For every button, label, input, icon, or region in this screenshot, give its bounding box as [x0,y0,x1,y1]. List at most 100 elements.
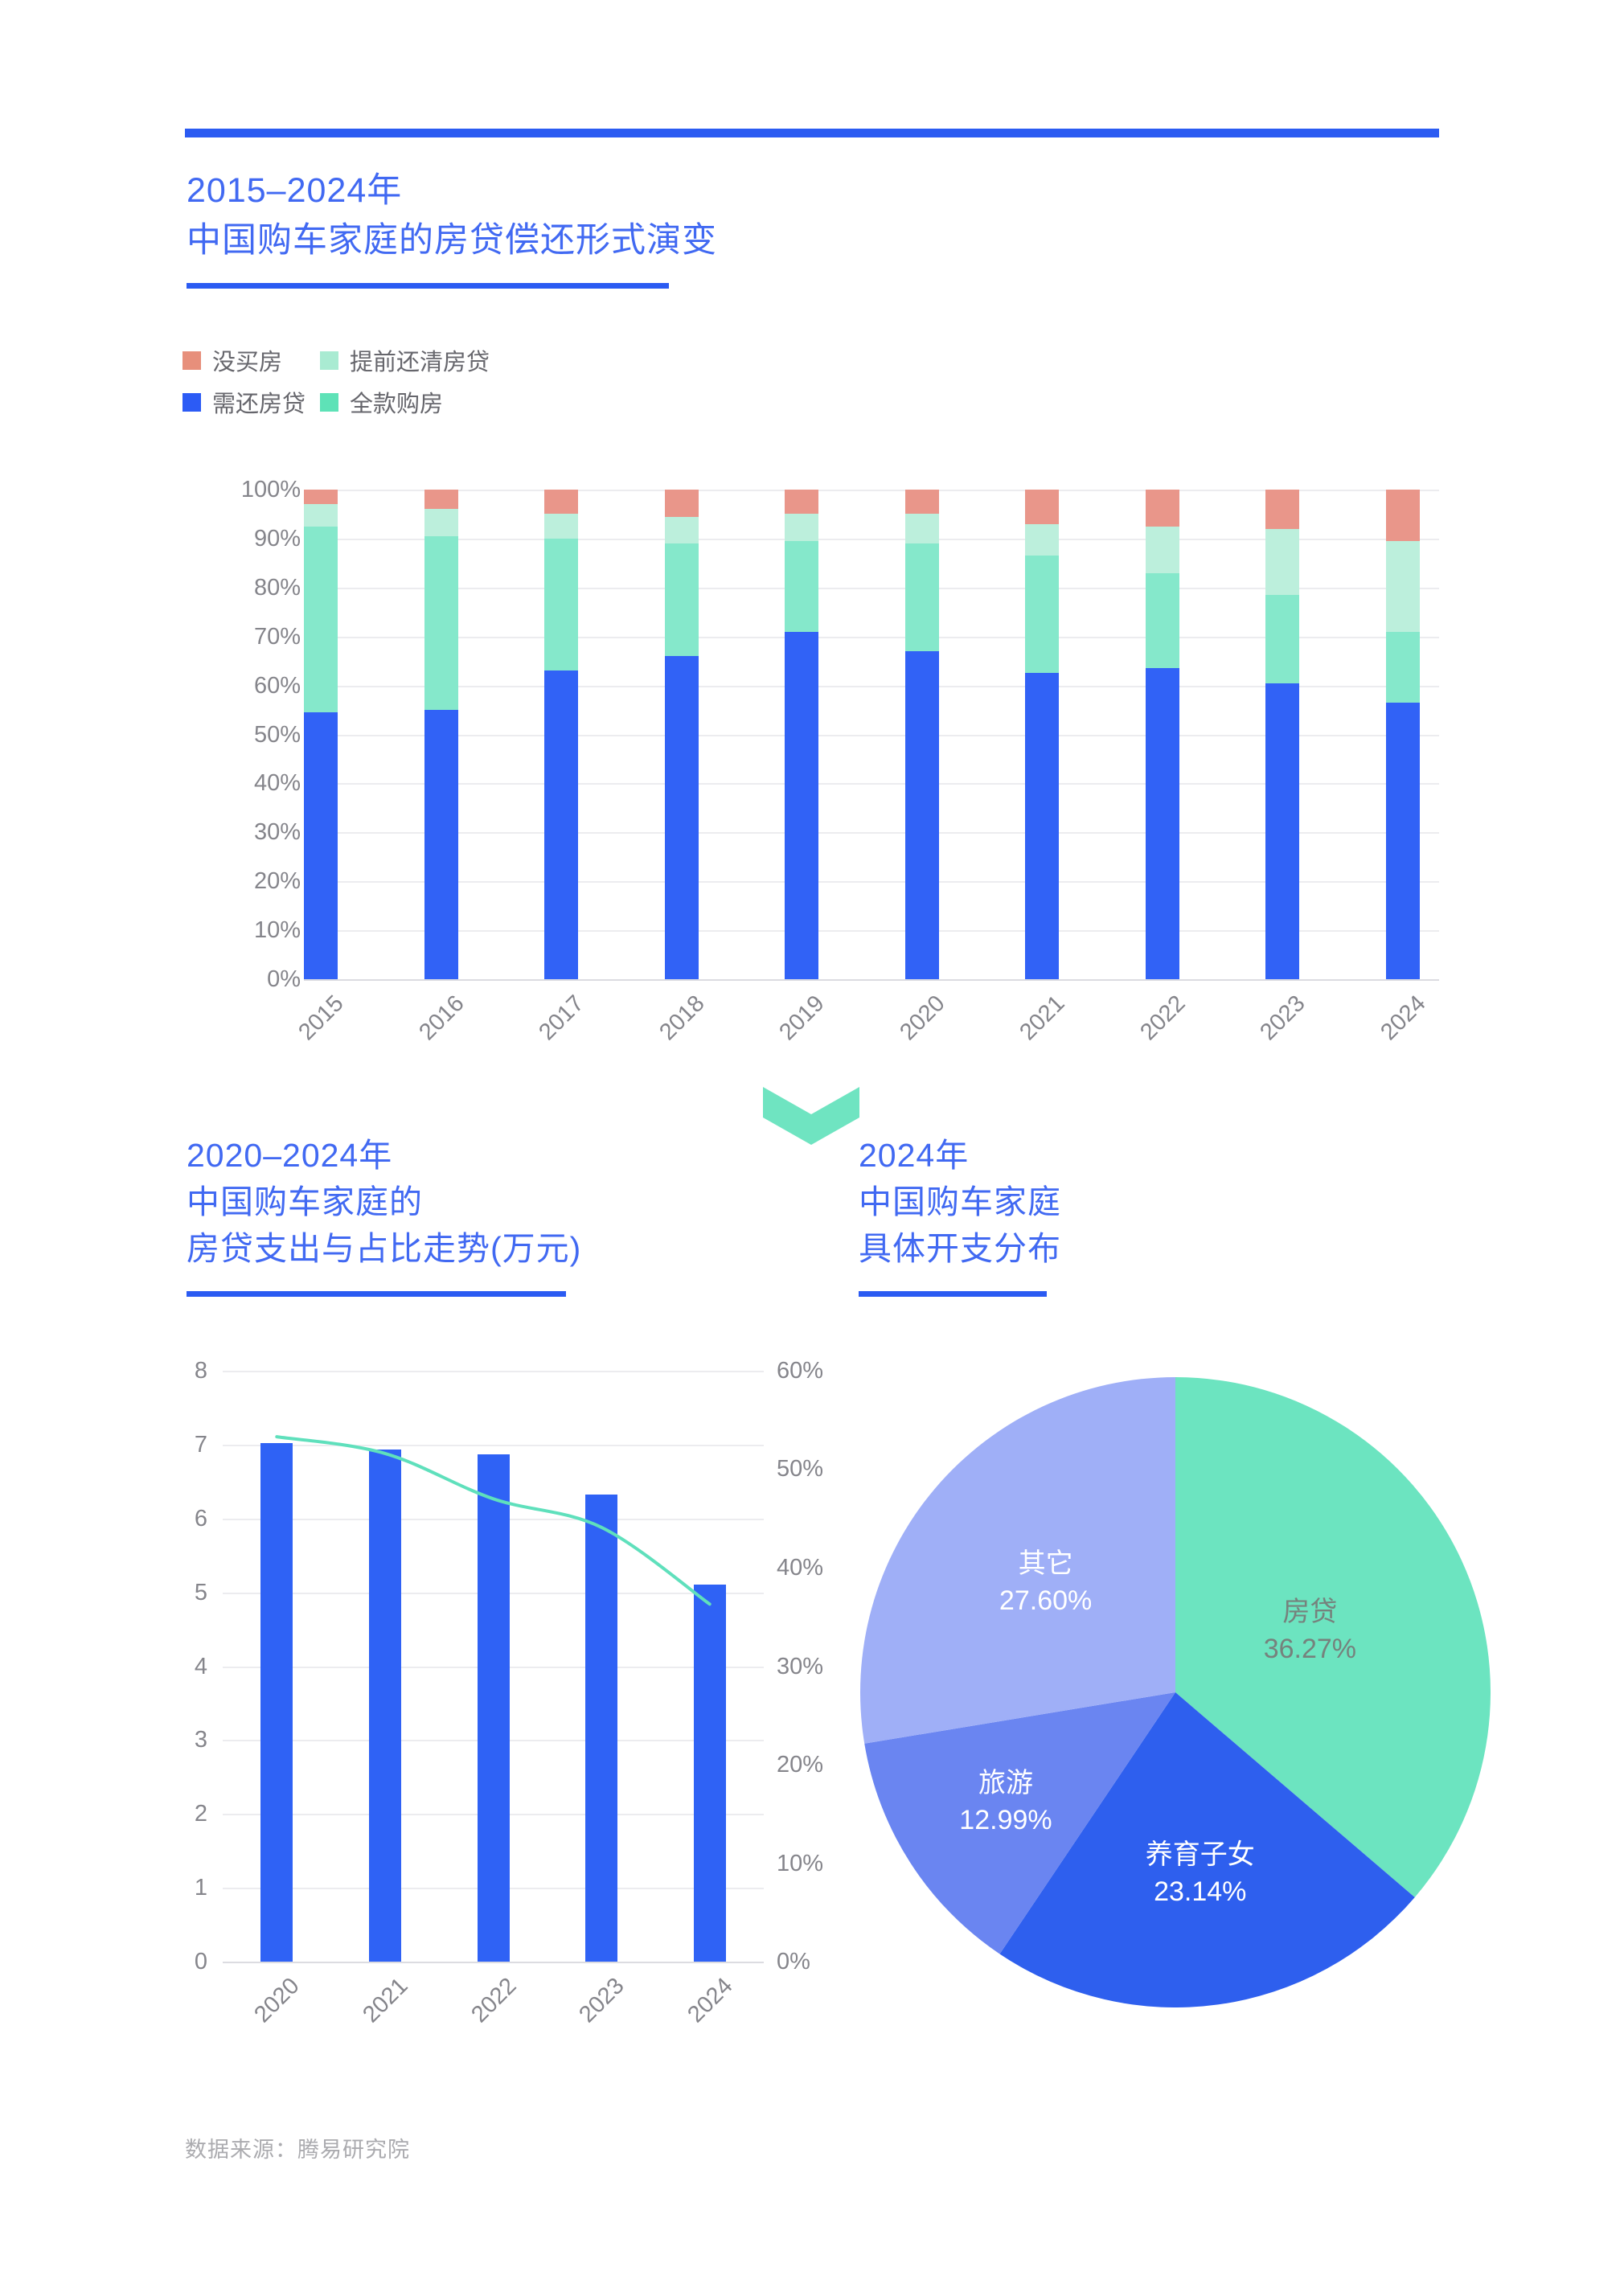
pie-title-underline [859,1291,1047,1297]
chart1-title-line1: 2015–2024年 [187,171,403,210]
pie-slice-label: 养育子女 23.14% [1146,1836,1255,1910]
segment-全款购房 [1025,556,1059,674]
left-axis-label: 2 [194,1801,207,1827]
left-axis-label: 4 [194,1653,207,1679]
stacked-bar-2015 [304,490,338,979]
pie-slice-旅游 [864,1692,1175,1954]
pie-slice-value: 12.99% [959,1804,1052,1835]
pie-title: 2024年 中国购车家庭 具体开支分布 [859,1132,1061,1272]
segment-全款购房 [1385,631,1420,703]
right-axis-label: 60% [777,1358,824,1384]
pie-title-line3: 具体开支分布 [859,1230,1061,1267]
legend-label: 提前还清房贷 [350,350,490,375]
segment-没买房 [1265,490,1299,529]
segment-需还房贷 [1145,668,1179,979]
gridline [304,636,1439,638]
segment-全款购房 [1265,594,1299,683]
chart2-title-line2: 中国购车家庭的 [187,1183,423,1220]
x-axis-label-text: 2019 [774,990,830,1046]
gridline [304,979,1439,981]
x-axis-label-text: 2020 [894,990,950,1046]
combo-bar-line-chart: 2020 2021 2022 2023 2024 [223,1371,764,2028]
segment-需还房贷 [1025,673,1059,979]
segment-没买房 [904,490,939,515]
segment-没买房 [1385,490,1420,541]
right-axis-label: 40% [777,1554,824,1581]
x-axis-label-text: 2024 [1375,990,1431,1046]
chart2-title-underline [187,1291,566,1297]
y-axis-label: 20% [253,868,301,895]
x-axis-label-text: 2023 [1255,990,1310,1046]
segment-提前还清房贷 [664,516,699,543]
gridline [304,881,1439,884]
x-axis-label-text: 2021 [1015,990,1070,1046]
chart1-legend: 没买房 提前还清房贷 需还房贷 全款购房 [182,350,490,417]
pie-slice-name: 其它 [1018,1548,1073,1580]
y-axis-label: 10% [253,917,301,944]
right-axis-label: 20% [777,1751,824,1778]
y-axis-label: 0% [267,966,301,992]
stacked-bar-chart: 2015 2016 2017 2018 2019 2020 2021 2022 2023 2024 [293,490,1439,1045]
legend-item: 提前还清房贷 [320,350,490,375]
pie-slice-label: 旅游 12.99% [959,1765,1052,1839]
pie-svg [860,1377,1491,2008]
chart2-title: 2020–2024年 中国购车家庭的 房贷支出与占比走势(万元) [187,1132,581,1272]
trend-line-svg [275,1435,712,1606]
left-axis-label: 1 [194,1875,207,1901]
right-axis-label: 0% [777,1949,810,1974]
bar-2020 [260,1443,293,1962]
gridline [304,490,1439,491]
x-axis-label-text: 2022 [465,1973,522,2028]
right-axis-label: 10% [777,1850,824,1876]
x-axis-label-text: 2017 [534,990,589,1046]
y-axis-label: 60% [253,672,301,699]
chart1-title: 2015–2024年 中国购车家庭的房贷偿还形式演变 [187,166,717,265]
gridline [304,685,1439,687]
segment-全款购房 [544,538,578,671]
x-axis-label-text: 2024 [683,1973,738,2028]
y-axis-label: 90% [253,525,301,552]
x-axis-label-text: 2015 [293,990,349,1046]
pie-slice-value: 27.60% [999,1585,1093,1617]
pie-slice-name: 旅游 [978,1767,1033,1798]
chart2-title-line3: 房贷支出与占比走势(万元) [187,1230,582,1267]
stacked-bar-2017 [544,490,578,979]
stacked-bar-2023 [1265,490,1299,979]
gridline [223,1444,764,1446]
legend-label: 全款购房 [350,392,444,417]
bar-2022 [477,1454,510,1962]
segment-需还房贷 [544,670,578,979]
segment-提前还清房贷 [544,514,578,539]
chart1-title-underline [187,283,669,289]
y-axis-label: 80% [253,574,301,601]
legend-swatch-icon [182,392,201,412]
right-axis-label: 50% [777,1456,824,1482]
segment-提前还清房贷 [1145,526,1179,573]
segment-全款购房 [1145,572,1179,669]
segment-没买房 [304,490,338,505]
gridline [304,783,1439,785]
stacked-bar-2016 [424,490,458,979]
expense-pie-chart: 房贷 36.27% 养育子女 23.14% 旅游 12.99% 其它 27.60% [860,1377,1491,2008]
y-axis-label: 100% [240,477,301,502]
bar-2024 [693,1585,726,1962]
chart1-title-line2: 中国购车家庭的房贷偿还形式演变 [187,221,717,260]
segment-需还房贷 [424,710,458,979]
segment-没买房 [1025,490,1059,524]
y-axis-label: 30% [253,819,301,846]
pie-slice-房贷 [1175,1377,1491,1897]
segment-需还房贷 [304,712,338,979]
segment-需还房贷 [785,631,818,979]
pie-slice-value: 23.14% [1154,1876,1247,1908]
left-axis-label: 8 [194,1358,207,1384]
segment-需还房贷 [1265,683,1299,979]
segment-没买房 [424,490,458,510]
segment-没买房 [1145,490,1179,527]
right-axis-label: 30% [777,1653,824,1679]
stacked-chart-y-axis: 100% 90% 80% 70% 60% 50% 40% 30% 20% 10% 0% [185,477,301,992]
top-accent-bar [185,129,1439,137]
pie-title-line2: 中国购车家庭 [859,1183,1061,1220]
segment-需还房贷 [664,656,699,979]
segment-全款购房 [304,526,338,713]
